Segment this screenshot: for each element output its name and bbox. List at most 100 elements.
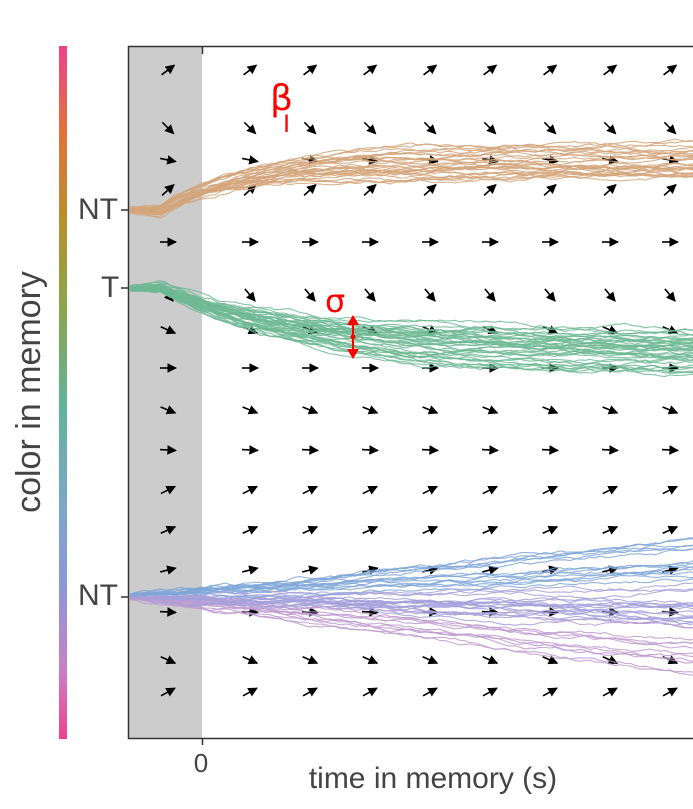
field-arrow <box>242 525 259 535</box>
field-arrow <box>160 565 177 575</box>
trace-line <box>129 283 693 332</box>
field-arrow <box>603 184 617 196</box>
field-arrow <box>160 687 176 697</box>
trace-line <box>129 544 693 597</box>
sigma-symbol: σ <box>325 282 345 320</box>
trace-line <box>129 287 693 375</box>
sigma-spread-indicator <box>347 315 359 359</box>
trace-line <box>129 593 693 605</box>
trace-line <box>129 151 693 210</box>
field-arrow <box>422 525 439 535</box>
y-tick-target: T <box>101 271 119 304</box>
color-bar <box>59 46 67 739</box>
field-arrow <box>160 525 177 535</box>
trace-line <box>129 288 693 360</box>
field-arrow <box>244 288 256 302</box>
field-arrow <box>423 184 437 196</box>
field-arrow <box>664 288 676 302</box>
field-arrow <box>242 565 259 575</box>
trace-line <box>129 173 693 219</box>
x-axis-label: time in memory (s) <box>309 762 557 795</box>
trace-line <box>129 598 693 674</box>
field-arrow <box>422 687 438 697</box>
field-arrow <box>363 184 377 196</box>
field-arrow <box>482 525 499 535</box>
field-arrow <box>243 64 258 76</box>
trace-line <box>129 543 693 596</box>
field-arrow <box>304 288 316 302</box>
field-arrow <box>363 121 377 135</box>
field-arrow <box>482 485 499 495</box>
field-arrow <box>602 405 619 415</box>
trace-line <box>129 156 693 212</box>
field-arrow <box>483 121 497 135</box>
field-arrow <box>302 565 319 575</box>
field-arrow <box>663 64 678 76</box>
trace-line <box>129 154 693 212</box>
trace-line <box>129 287 693 369</box>
field-arrow <box>160 325 177 335</box>
y-axis-label: color in memory <box>10 271 48 513</box>
trace-line <box>129 574 693 597</box>
beta-subscript: I <box>283 110 290 138</box>
field-arrow <box>662 687 678 697</box>
nt-top-traces <box>129 138 693 219</box>
field-arrow <box>424 288 436 302</box>
y-tick-nt-top: NT <box>78 193 118 226</box>
trace-line <box>129 595 693 609</box>
field-arrow <box>243 121 257 135</box>
field-arrow <box>303 184 317 196</box>
trace-line <box>129 285 693 348</box>
field-arrow <box>160 485 177 495</box>
field-arrow <box>361 155 379 165</box>
field-arrow <box>663 121 677 135</box>
trace-line <box>130 538 693 595</box>
field-arrow <box>160 405 177 415</box>
field-arrow <box>161 184 175 196</box>
pre-stimulus-band <box>129 47 202 738</box>
trace-line <box>129 578 693 599</box>
field-arrow <box>423 121 437 135</box>
field-arrow <box>362 687 378 697</box>
field-arrow <box>362 655 379 665</box>
field-arrow <box>303 121 317 135</box>
field-arrow <box>362 405 379 415</box>
field-arrow <box>482 565 499 575</box>
field-arrow <box>604 288 616 302</box>
field-arrow <box>364 288 376 302</box>
field-arrow <box>161 64 176 76</box>
field-arrow <box>241 155 259 165</box>
field-arrow <box>482 687 498 697</box>
field-arrow <box>361 607 379 617</box>
field-arrow <box>242 655 259 665</box>
target-traces <box>129 280 693 377</box>
field-arrow <box>159 445 177 455</box>
field-arrow <box>542 485 559 495</box>
field-arrow <box>303 64 318 76</box>
field-arrow <box>603 64 618 76</box>
field-arrow <box>421 445 439 455</box>
field-arrow <box>543 64 558 76</box>
trace-line <box>130 288 693 370</box>
field-arrow <box>483 184 497 196</box>
field-arrow <box>422 485 439 495</box>
beta-symbol: β <box>270 78 293 119</box>
field-arrow <box>161 121 175 135</box>
field-arrow <box>159 607 177 617</box>
field-arrow <box>242 405 259 415</box>
field-arrow <box>423 64 438 76</box>
field-arrow <box>663 184 677 196</box>
field-arrow <box>484 288 496 302</box>
field-arrow <box>661 445 679 455</box>
field-arrow <box>302 687 318 697</box>
field-arrow <box>363 64 378 76</box>
trace-line <box>129 598 693 645</box>
y-tick-nt-bottom: NT <box>78 579 118 612</box>
field-arrow <box>241 445 259 455</box>
field-arrow <box>242 485 259 495</box>
trace-line <box>129 286 693 352</box>
field-arrow <box>301 445 319 455</box>
field-arrow <box>422 655 439 665</box>
trace-line <box>129 156 693 212</box>
trace-line <box>129 144 693 211</box>
